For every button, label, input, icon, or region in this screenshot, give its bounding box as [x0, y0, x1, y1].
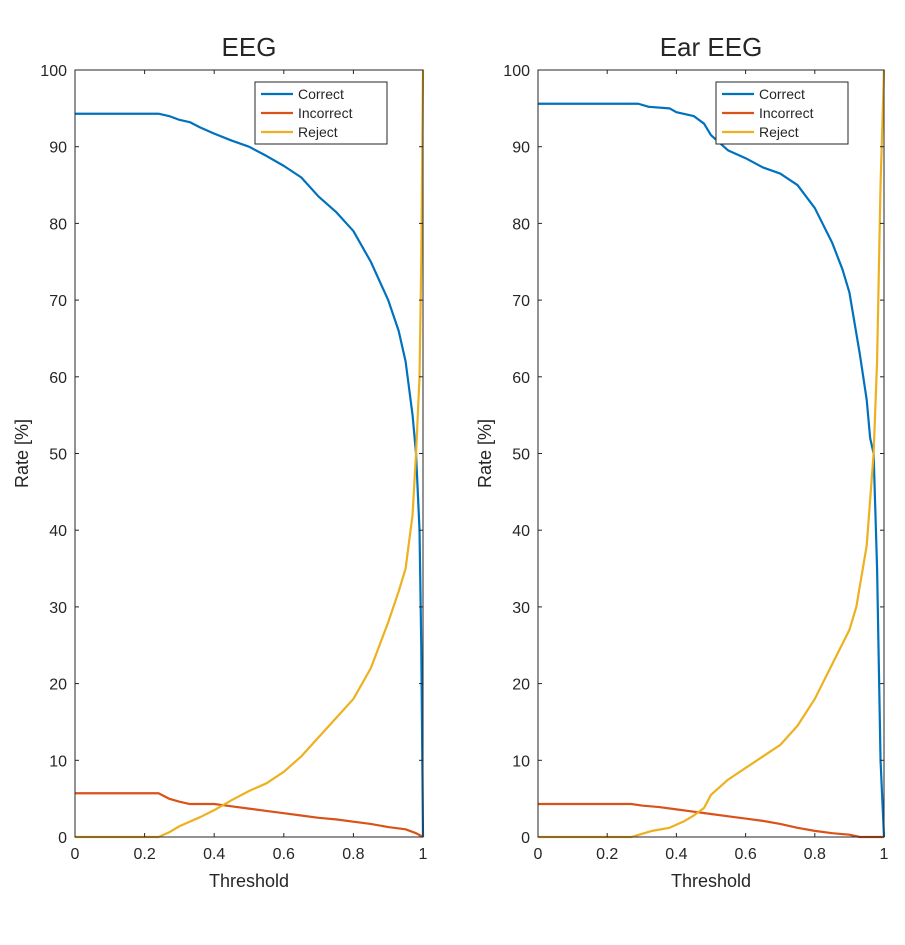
y-tick-label: 90 [512, 140, 530, 157]
x-tick-label: 0.4 [665, 846, 687, 863]
legend-label-incorrect: Incorrect [298, 105, 353, 121]
y-tick-label: 30 [49, 600, 67, 617]
series-line-incorrect [538, 802, 884, 839]
x-tick-label: 0 [71, 846, 80, 863]
y-tick-label: 0 [521, 830, 530, 847]
x-axis-label: Threshold [671, 871, 751, 891]
plot-area [538, 70, 884, 837]
y-tick-label: 10 [512, 753, 530, 770]
y-tick-label: 90 [49, 140, 67, 157]
legend-label-correct: Correct [298, 86, 344, 102]
x-tick-label: 1 [419, 846, 428, 863]
y-tick-label: 60 [49, 370, 67, 387]
x-tick-label: 0.8 [804, 846, 826, 863]
legend: Correct Incorrect Reject [254, 81, 388, 145]
y-axis-label: Rate [%] [475, 419, 495, 488]
legend-label-incorrect: Incorrect [759, 105, 814, 121]
legend-label-reject: Reject [298, 124, 338, 140]
x-tick-label: 0.8 [342, 846, 364, 863]
y-tick-label: 50 [49, 447, 67, 464]
chart-panel-2: 0 0.2 0.4 0.6 0.8 10102030405060708090100Ear … [475, 32, 889, 891]
y-tick-label: 40 [512, 523, 530, 540]
chart-panel-1: 0 0.2 0.4 0.6 0.8 10102030405060708090100EEGT… [12, 32, 428, 891]
legend: Correct Incorrect Reject [715, 81, 849, 145]
plot-area [75, 70, 423, 837]
x-axis-label: Threshold [209, 871, 289, 891]
y-tick-label: 100 [503, 63, 530, 80]
y-tick-label: 70 [512, 293, 530, 310]
series-line-reject [75, 69, 425, 839]
chart-title: Ear EEG [660, 32, 763, 62]
y-tick-label: 40 [49, 523, 67, 540]
y-tick-label: 80 [512, 216, 530, 233]
x-tick-label: 1 [880, 846, 889, 863]
y-tick-label: 20 [49, 677, 67, 694]
y-tick-label: 10 [49, 753, 67, 770]
y-tick-label: 80 [49, 216, 67, 233]
y-tick-label: 20 [512, 677, 530, 694]
y-tick-label: 60 [512, 370, 530, 387]
series-line-correct [75, 112, 425, 838]
series-line-correct [538, 102, 886, 838]
y-tick-label: 30 [512, 600, 530, 617]
x-tick-label: 0.2 [596, 846, 618, 863]
legend-label-correct: Correct [759, 86, 805, 102]
y-tick-label: 100 [40, 63, 67, 80]
x-tick-label: 0.6 [273, 846, 295, 863]
x-tick-label: 0.6 [734, 846, 756, 863]
y-tick-label: 70 [49, 293, 67, 310]
x-tick-label: 0 [534, 846, 543, 863]
y-tick-label: 50 [512, 447, 530, 464]
chart-title: EEG [222, 32, 277, 62]
x-tick-label: 0.2 [133, 846, 155, 863]
y-tick-label: 0 [58, 830, 67, 847]
series-line-reject [538, 69, 886, 839]
x-tick-label: 0.4 [203, 846, 225, 863]
y-axis-label: Rate [%] [12, 419, 32, 488]
series-line-incorrect [75, 792, 424, 838]
legend-label-reject: Reject [759, 124, 799, 140]
